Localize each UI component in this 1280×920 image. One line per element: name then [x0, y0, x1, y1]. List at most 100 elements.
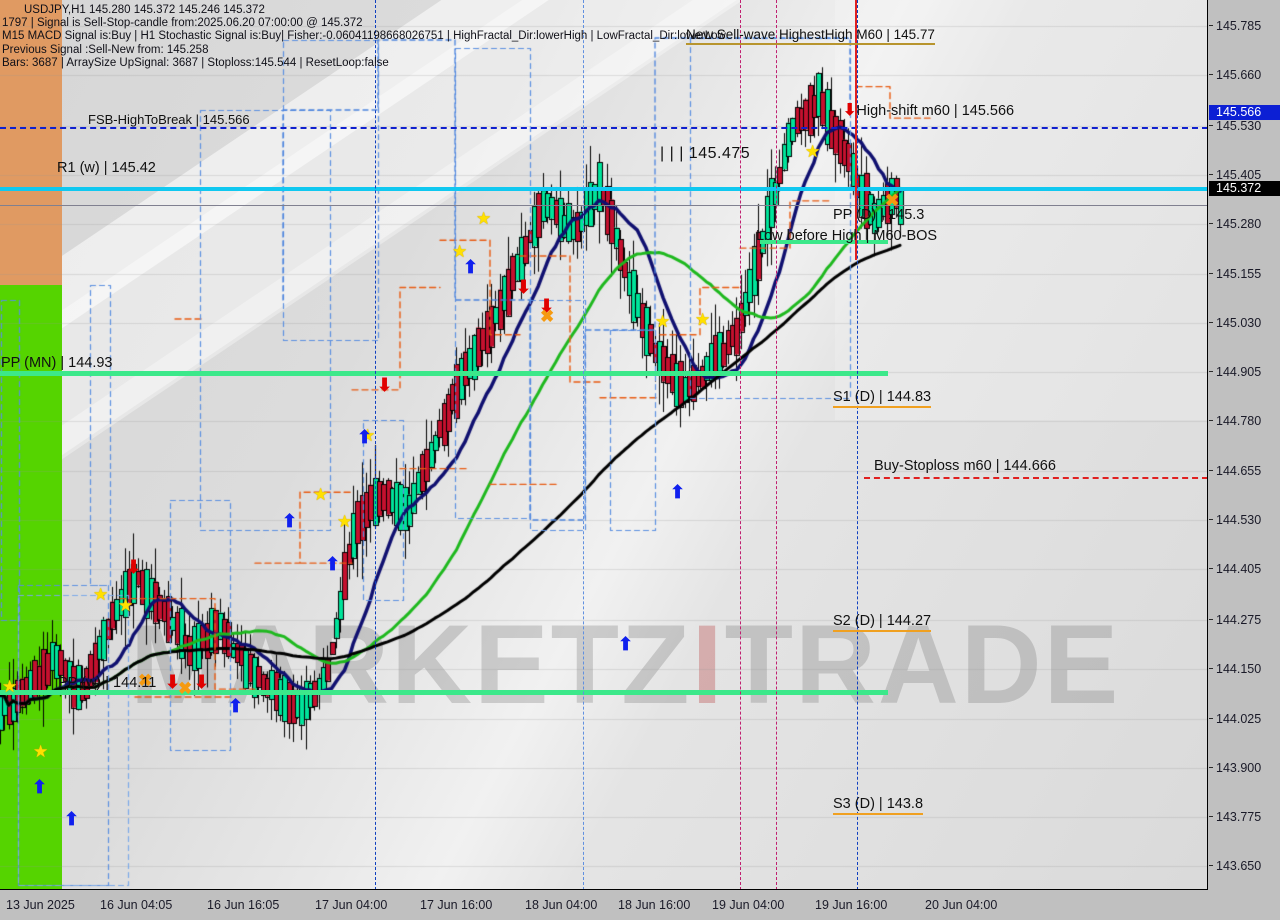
- price-tick-dash: [1209, 321, 1213, 323]
- star-marker-icon: ★: [476, 209, 492, 228]
- time-tick-label: 18 Jun 04:00: [525, 898, 598, 912]
- price-tick-dash: [1209, 125, 1213, 127]
- annotation-pp-monthly: PP (MN) | 144.93: [1, 355, 113, 371]
- price-tick-label: 144.275: [1216, 613, 1262, 628]
- annotation-mid-price-tag: | | | 145.475: [660, 145, 751, 162]
- level-line-pp-daily: [760, 240, 888, 244]
- price-tick-dash: [1209, 668, 1213, 670]
- price-tick-label: 144.905: [1216, 365, 1262, 380]
- star-marker-icon: ★: [805, 142, 821, 161]
- price-tick-label: 144.150: [1216, 662, 1262, 677]
- sell-arrow-icon: ⬇: [377, 375, 393, 395]
- time-tick-label: 19 Jun 16:00: [815, 898, 888, 912]
- level-line-bid: [0, 205, 1207, 206]
- time-tick-label: 17 Jun 16:00: [420, 898, 493, 912]
- time-tick-label: 13 Jun 2025: [6, 898, 75, 912]
- annotation-s3-daily: S3 (D) | 143.8: [833, 796, 924, 815]
- price-tick: 145.660: [1209, 68, 1280, 82]
- annotation-pp-daily: PP (D) | 145.3: [833, 207, 925, 223]
- vertical-separator: [855, 0, 857, 260]
- price-tick-label: 143.775: [1216, 810, 1262, 825]
- header-signal-line: 1797 | Signal is Sell-Stop-candle from:2…: [2, 17, 363, 30]
- annotation-r1-weekly: R1 (w) | 145.42: [57, 160, 156, 176]
- price-badge-level[interactable]: 145.566: [1209, 104, 1280, 120]
- annotation-new-sell-wave: New Sell-wave HighestHigh M60 | 145.77: [686, 27, 935, 45]
- chart-plot-area[interactable]: MARKETZITRADE New Sell-wave Highest: [0, 0, 1208, 890]
- vertical-separator: [375, 0, 376, 889]
- price-tick-dash: [1209, 717, 1213, 719]
- buy-arrow-icon: ⬆: [670, 482, 686, 502]
- price-tick: 145.405: [1209, 168, 1280, 182]
- header-previous-signal-line: Previous Signal :Sell-New from: 145.258: [2, 43, 209, 56]
- price-tick-dash: [1209, 420, 1213, 422]
- star-marker-icon: ★: [33, 742, 49, 761]
- price-tick: 145.785: [1209, 19, 1280, 33]
- level-line-r1-weekly: [0, 187, 1207, 191]
- annotation-s1-daily: S1 (D) | 144.83: [833, 389, 932, 408]
- level-line-buy-stoploss: [864, 477, 1207, 479]
- sell-arrow-icon: ⬇: [194, 672, 210, 692]
- cross-marker-icon: ✖: [540, 307, 555, 326]
- level-line-pp-weekly: [0, 690, 888, 695]
- price-tick: 143.775: [1209, 810, 1280, 824]
- annotation-fsb-high-to-break: FSB-HighToBreak | 145.566: [88, 112, 250, 127]
- vertical-separator: [740, 0, 741, 889]
- buy-arrow-icon: ⬆: [282, 511, 298, 531]
- chart-info-header: USDJPY,H1 145.280 145.372 145.246 145.37…: [2, 4, 726, 70]
- annotation-high-shift-m60: ⬇High-shift m60 | 145.566: [843, 103, 1014, 120]
- star-marker-icon: ★: [93, 585, 109, 604]
- annotation-s2-daily: S2 (D) | 144.27: [833, 613, 932, 632]
- price-tick-dash: [1209, 223, 1213, 225]
- price-tick-label: 144.025: [1216, 711, 1262, 726]
- price-tick-label: 145.280: [1216, 217, 1262, 232]
- price-tick-label: 145.660: [1216, 67, 1262, 82]
- price-tick-label: 145.405: [1216, 168, 1262, 183]
- time-tick-label: 17 Jun 04:00: [315, 898, 388, 912]
- price-tick-label: 145.155: [1216, 266, 1262, 281]
- price-badge-bid[interactable]: 145.372: [1209, 181, 1280, 197]
- price-tick: 144.655: [1209, 464, 1280, 478]
- buy-arrow-icon: ⬆: [228, 696, 244, 716]
- price-tick-label: 145.530: [1216, 119, 1262, 134]
- price-tick-dash: [1209, 816, 1213, 818]
- price-tick: 144.405: [1209, 562, 1280, 576]
- annotation-pp-weekly: PP (w) | 144.11: [58, 675, 157, 691]
- price-axis[interactable]: 145.785 145.660 145.530 145.405 145.280 145.1…: [1209, 0, 1280, 890]
- cross-marker-icon: ✖: [178, 679, 193, 698]
- price-tick-label: 145.785: [1216, 18, 1262, 33]
- price-tick: 143.650: [1209, 859, 1280, 873]
- price-tick: 145.030: [1209, 316, 1280, 330]
- annotation-buy-stoploss-m60: Buy-Stoploss m60 | 144.666: [874, 458, 1056, 474]
- buy-arrow-icon: ⬆: [325, 554, 341, 574]
- star-marker-icon: ★: [118, 596, 134, 615]
- price-tick: 144.780: [1209, 414, 1280, 428]
- price-tick-dash: [1209, 469, 1213, 471]
- price-tick: 145.280: [1209, 217, 1280, 231]
- header-indicator-line: M15 MACD Signal is:Buy | H1 Stochastic S…: [2, 30, 726, 43]
- price-tick: 144.025: [1209, 712, 1280, 726]
- header-bars-line: Bars: 3687 | ArraySize UpSignal: 3687 | …: [2, 56, 389, 69]
- star-marker-icon: ★: [2, 677, 18, 696]
- buy-arrow-icon: ⬆: [357, 427, 373, 447]
- time-tick-label: 18 Jun 16:00: [618, 898, 691, 912]
- price-tick-dash: [1209, 73, 1213, 75]
- star-marker-icon: ★: [655, 312, 671, 331]
- chart-canvas[interactable]: [0, 0, 1207, 889]
- buy-arrow-icon: ⬆: [463, 257, 479, 277]
- price-tick-dash: [1209, 24, 1213, 26]
- time-axis[interactable]: 13 Jun 2025 16 Jun 04:05 16 Jun 16:05 17 Ju…: [0, 891, 1280, 920]
- price-tick-label: 145.030: [1216, 315, 1262, 330]
- price-tick-dash: [1209, 174, 1213, 176]
- time-tick-label: 16 Jun 04:05: [100, 898, 173, 912]
- price-tick-label: 144.405: [1216, 562, 1262, 577]
- cross-marker-icon: ✖: [885, 191, 900, 210]
- star-marker-icon: ★: [313, 485, 329, 504]
- vertical-separator: [583, 0, 584, 889]
- price-tick-label: 144.655: [1216, 463, 1262, 478]
- level-line-pp-monthly: [0, 371, 888, 376]
- time-tick-label: 19 Jun 04:00: [712, 898, 785, 912]
- price-tick: 143.900: [1209, 761, 1280, 775]
- time-tick-label: 16 Jun 16:05: [207, 898, 280, 912]
- price-tick-label: 143.900: [1216, 760, 1262, 775]
